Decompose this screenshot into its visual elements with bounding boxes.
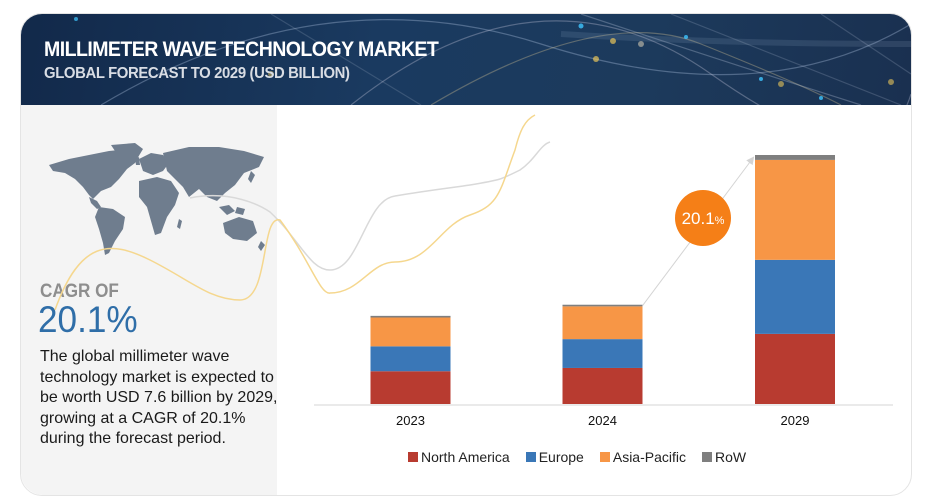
bar-segment-row-2023 — [370, 315, 451, 318]
legend-label: RoW — [715, 449, 747, 465]
bar-segment-north-america-2024 — [562, 367, 643, 404]
legend-item-europe: Europe — [525, 449, 584, 465]
legend-item-asia-pacific: Asia-Pacific — [599, 449, 686, 465]
chart-subtitle: GLOBAL FORECAST TO 2029 (USD BILLION) — [44, 65, 350, 82]
legend-swatch — [525, 452, 536, 462]
cagr-callout-circle — [675, 190, 731, 246]
bar-segment-row-2024 — [562, 304, 643, 307]
cagr-value: 20.1% — [38, 299, 138, 340]
bar-segment-europe-2023 — [370, 346, 451, 372]
world-map-icon — [49, 143, 265, 255]
x-tick-label-2023: 2023 — [396, 413, 425, 428]
legend-item-north-america: North America — [408, 449, 510, 465]
bar-segment-row-2029 — [755, 155, 835, 160]
cagr-callout-text: 20.1% — [682, 209, 725, 228]
cagr-callout-value: 20.1 — [682, 209, 715, 228]
decorative-wave-gray — [189, 141, 551, 271]
header-background-graphic — [74, 14, 911, 105]
decorative-wave-yellow — [54, 114, 536, 311]
bar-segment-asia-pacific-2024 — [562, 306, 643, 340]
legend-label: North America — [421, 449, 510, 465]
x-tick-label-2024: 2024 — [588, 413, 617, 428]
legend-swatch — [599, 452, 610, 462]
bar-segment-europe-2024 — [562, 339, 643, 368]
bar-segment-north-america-2029 — [755, 333, 835, 404]
market-description: The global millimeter wave technology ma… — [40, 348, 278, 447]
cagr-callout-unit: % — [715, 215, 725, 227]
header-banner: MILLIMETER WAVE TECHNOLOGY MARKET GLOBAL… — [21, 14, 911, 105]
legend-swatch — [408, 452, 418, 462]
legend-swatch — [702, 452, 712, 462]
chart-legend: North America Europe Asia-Pacific RoW — [408, 449, 746, 465]
bar-segment-asia-pacific-2029 — [755, 159, 835, 260]
x-tick-label-2029: 2029 — [781, 413, 810, 428]
legend-label: Asia-Pacific — [612, 449, 686, 465]
bar-segment-asia-pacific-2023 — [370, 317, 451, 347]
bar-segment-europe-2029 — [755, 259, 835, 334]
legend-item-row: RoW — [702, 449, 746, 465]
bar-segment-north-america-2023 — [370, 371, 451, 404]
chart-title: MILLIMETER WAVE TECHNOLOGY MARKET — [44, 38, 439, 61]
legend-label: Europe — [538, 449, 584, 465]
